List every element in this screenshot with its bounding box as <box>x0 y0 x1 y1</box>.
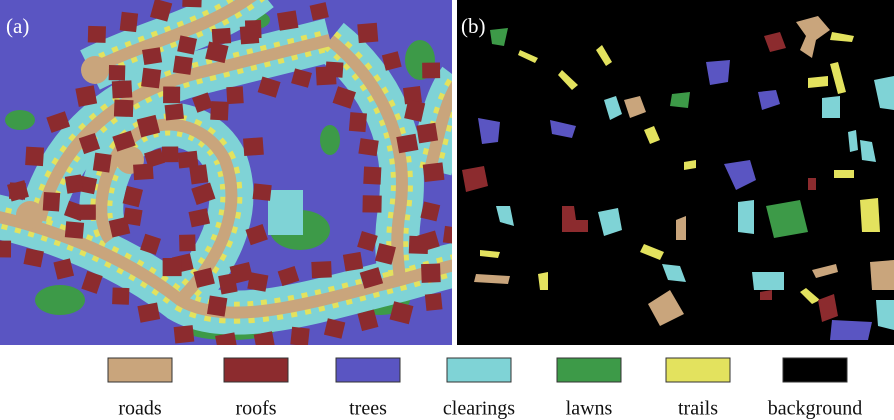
roof <box>177 35 197 54</box>
legend-label: background <box>768 398 862 420</box>
legend-swatch <box>224 358 288 382</box>
roof <box>243 137 264 156</box>
figure: (a) (b) roads roofs trees clearings lawns tra… <box>0 0 894 420</box>
object <box>670 92 690 108</box>
roof <box>112 80 133 98</box>
roof <box>141 68 161 89</box>
roof <box>75 85 97 107</box>
roof <box>182 0 202 7</box>
lawn-patch <box>5 110 35 130</box>
legend-label: clearings <box>443 398 515 420</box>
roof <box>123 207 143 226</box>
roof <box>277 10 298 30</box>
road-cul-de-sac <box>81 56 109 84</box>
object <box>738 200 754 234</box>
roof <box>109 65 126 81</box>
legend-swatch <box>557 358 621 382</box>
roof <box>173 56 193 75</box>
roof <box>25 147 44 167</box>
object <box>676 216 686 240</box>
roof <box>23 248 43 267</box>
roof <box>142 47 162 65</box>
roof <box>120 12 138 32</box>
legend-label: roofs <box>235 398 276 420</box>
roof <box>210 101 229 120</box>
roof <box>425 293 443 311</box>
roof <box>212 28 231 45</box>
roof <box>174 325 195 343</box>
clearing-area <box>268 190 303 235</box>
roof <box>165 103 184 120</box>
roof <box>362 195 381 212</box>
legend-label: roads <box>118 398 162 420</box>
legend-swatch <box>336 358 400 382</box>
legend-label: trees <box>349 398 387 420</box>
roof <box>226 86 243 104</box>
roof <box>253 183 272 201</box>
roof <box>0 241 11 258</box>
object <box>834 170 854 178</box>
roof <box>189 164 208 184</box>
legend-swatch <box>783 358 847 382</box>
roof <box>65 221 84 238</box>
object <box>808 76 828 88</box>
legend-swatch <box>108 358 172 382</box>
roof <box>358 138 378 156</box>
roof <box>179 234 196 251</box>
roof <box>316 66 337 85</box>
roof <box>93 153 112 173</box>
roof <box>423 162 445 182</box>
roof <box>162 146 179 162</box>
roof <box>421 263 441 282</box>
roof <box>9 182 26 199</box>
roof <box>178 151 199 169</box>
panel-label: (b) <box>461 14 486 38</box>
lawn-patch <box>35 285 85 315</box>
roof <box>311 261 332 278</box>
object <box>830 320 872 340</box>
roof <box>416 123 438 144</box>
legend-label: lawns <box>566 398 613 420</box>
roof <box>65 174 84 193</box>
object <box>876 300 894 330</box>
panel-label: (a) <box>6 14 29 38</box>
roof <box>290 327 309 346</box>
roof <box>112 288 129 305</box>
roof <box>357 23 378 43</box>
roof <box>349 112 367 132</box>
roof <box>396 134 418 154</box>
object <box>808 178 816 190</box>
object <box>860 198 880 232</box>
object <box>870 260 894 290</box>
roof <box>43 192 60 211</box>
object <box>706 60 730 85</box>
object <box>752 272 784 290</box>
roof <box>207 296 227 317</box>
roof <box>114 100 134 118</box>
legend-label: trails <box>678 398 718 420</box>
roof <box>215 332 237 352</box>
panel-a-image <box>0 0 491 353</box>
roof <box>363 167 381 185</box>
panel-b-image <box>457 0 894 345</box>
roof <box>133 163 154 180</box>
object <box>822 96 840 118</box>
roof <box>422 62 440 78</box>
roof <box>163 258 182 276</box>
roof <box>343 252 363 271</box>
roof <box>240 25 260 44</box>
legend: roads roofs trees clearings lawns trails backg… <box>108 358 862 420</box>
roof <box>163 87 180 104</box>
road-cul-de-sac <box>16 201 44 229</box>
legend-swatch <box>666 358 730 382</box>
legend-swatch <box>447 358 511 382</box>
lawn-patch <box>320 125 340 155</box>
roof <box>88 26 106 43</box>
